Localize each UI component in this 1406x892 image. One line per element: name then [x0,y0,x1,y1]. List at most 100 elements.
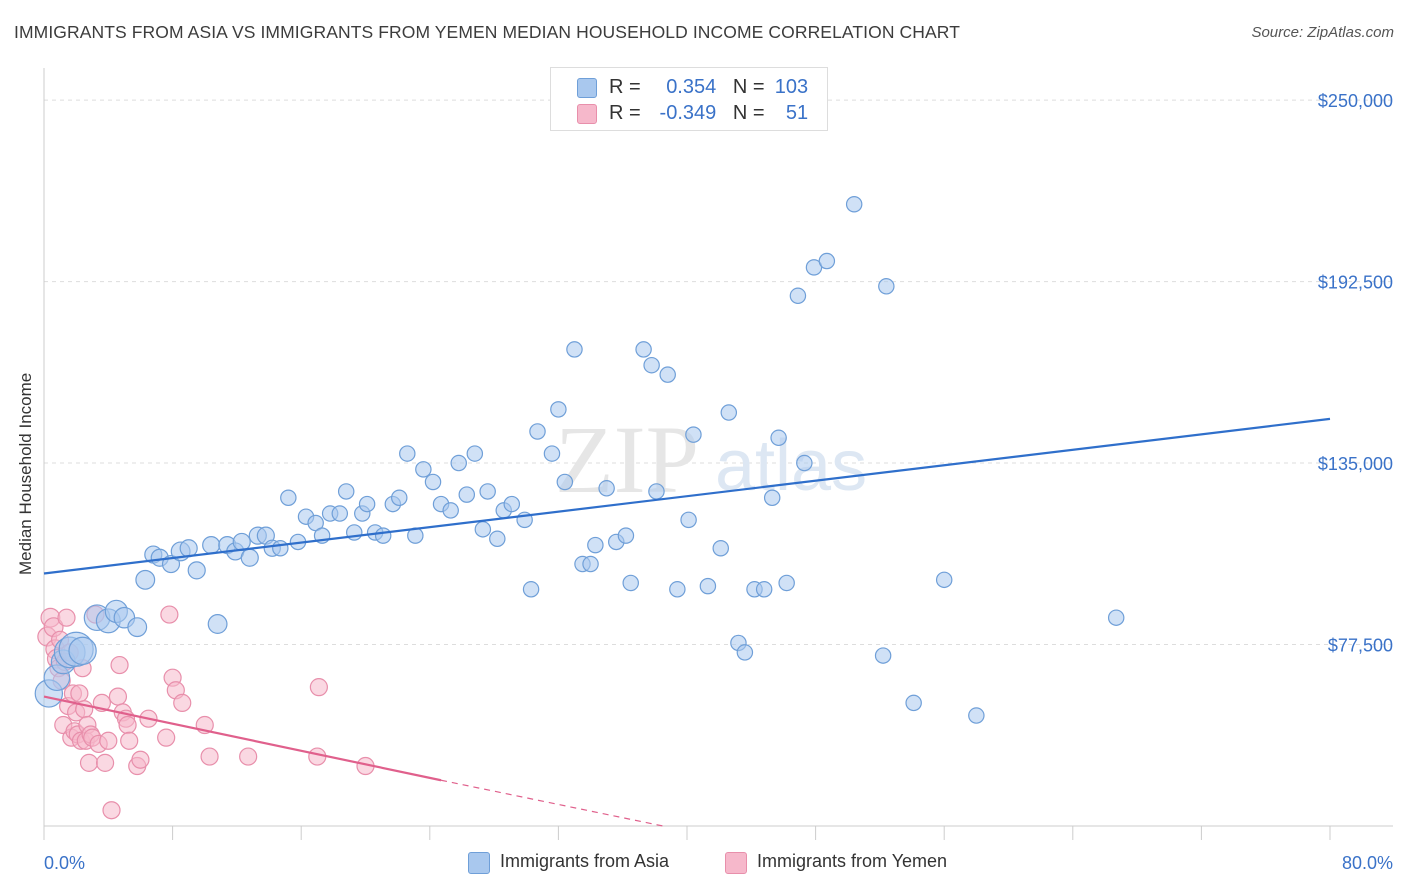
asia-point [778,574,795,592]
asia-point [935,571,953,589]
legend-r-label: R = [609,76,641,98]
legend-swatch-yemen [577,104,597,124]
legend-swatch-asia [468,852,490,874]
yemen-point [160,605,179,624]
asia-point [659,366,676,383]
source-label: Source: ZipAtlas.com [1251,24,1394,41]
asia-point [522,581,540,598]
asia-point [415,461,432,478]
asia-point [232,532,251,552]
watermark: ZIP atlas [555,406,867,513]
asia-point [556,473,574,491]
asia-point [789,287,807,305]
legend-swatch-asia [577,78,597,98]
asia-point [648,483,665,500]
asia-point [135,569,156,590]
asia-point [331,505,349,522]
asia-point [207,614,228,634]
asia-point [450,454,467,472]
asia-point [617,527,635,544]
asia-point [566,341,583,358]
asia-points [34,195,1125,724]
yemen-point [70,684,89,703]
asia-point [1107,609,1125,626]
asia-trend-line [43,417,1331,575]
yemen-point [99,731,118,750]
asia-point [712,540,730,557]
x-tick-label-right: 80.0% [1342,853,1393,873]
asia-point [399,445,416,462]
asia-point [635,341,652,358]
y-tick-label: $192,500 [1318,273,1393,293]
asia-point [479,483,496,500]
yemen-point [173,693,192,713]
yemen-point [95,753,115,772]
asia-point [458,486,476,503]
asia-point [968,707,985,724]
yemen-point [108,687,128,706]
yemen-point [308,747,327,766]
asia-point [598,480,615,497]
asia-point [280,489,297,507]
asia-point [550,401,567,418]
asia-point [685,426,702,443]
asia-point [669,581,686,598]
asia-point [442,502,459,519]
asia-point [587,536,604,554]
yemen-trend-extension [440,779,664,827]
watermark-atlas: atlas [715,426,867,506]
asia-point [424,473,442,491]
asia-point [720,404,738,421]
chart-title: IMMIGRANTS FROM ASIA VS IMMIGRANTS FROM … [14,22,961,42]
y-tick-label: $135,000 [1318,454,1393,474]
yemen-point [120,731,139,750]
yemen-point [118,715,137,735]
asia-point [874,647,892,664]
asia-point [529,423,546,440]
watermark-zip: ZIP [555,406,699,513]
asia-point [358,495,376,513]
yemen-point [157,728,176,747]
legend-r-label: R = [609,102,641,124]
asia-point [127,617,148,638]
asia-point [374,527,392,544]
asia-point [68,636,97,666]
legend-n-value: 103 [774,76,809,98]
asia-point [622,574,639,592]
asia-point [582,555,599,573]
asia-point [878,278,895,295]
yemen-point [239,747,258,766]
stats-legend: R = 0.354 N = 103 R = -0.349 N = 51 [550,67,828,131]
asia-point [179,539,198,558]
legend-r-value: -0.349 [659,102,717,124]
asia-point [543,445,561,462]
asia-point [699,577,717,595]
asia-point [187,561,206,580]
asia-point [391,489,408,507]
yemen-point [102,801,121,820]
asia-point [240,548,259,567]
asia-point [643,356,660,374]
asia-point [796,454,813,472]
asia-point [466,445,484,462]
asia-point [337,483,355,500]
legend-swatch-yemen [725,852,747,874]
legend-label-yemen: Immigrants from Yemen [757,851,948,871]
asia-point [489,530,506,548]
asia-point [770,429,787,447]
asia-point [202,536,221,555]
asia-point [845,195,863,213]
yemen-point [309,678,328,697]
legend-r-value: 0.354 [666,76,717,98]
asia-point [905,694,922,712]
legend-label-asia: Immigrants from Asia [500,851,670,871]
yemen-point [57,608,76,627]
y-tick-label: $250,000 [1318,91,1393,111]
legend-n-label: N = [732,102,765,124]
asia-point [272,540,289,557]
asia-point [818,252,836,270]
y-tick-label: $77,500 [1328,636,1393,656]
legend-n-label: N = [732,76,765,98]
yemen-point [200,747,219,766]
